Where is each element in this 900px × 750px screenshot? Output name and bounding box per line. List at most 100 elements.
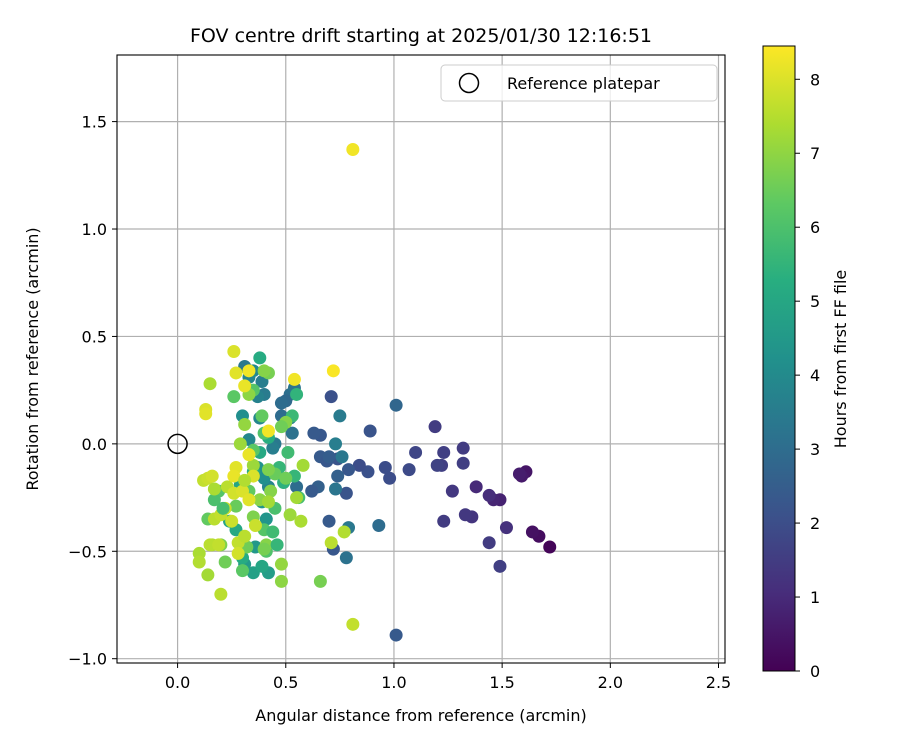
colorbar-tick-label: 0 — [810, 662, 820, 681]
data-point — [339, 486, 353, 500]
data-point — [259, 512, 273, 526]
data-point — [238, 418, 252, 432]
y-tick-label: 1.0 — [82, 220, 107, 239]
data-point — [339, 551, 353, 565]
data-point — [242, 448, 256, 462]
data-point — [324, 536, 338, 550]
plot-area: 0.0 0.5 1.0 1.5 2.0 2.5 −1.0 −0.5 0.0 0.5 1.0 1.5 — [68, 54, 731, 692]
data-point — [207, 482, 221, 496]
data-point — [296, 458, 310, 472]
data-point — [255, 409, 269, 423]
data-point — [283, 508, 297, 522]
colorbar-label: Hours from first FF file — [831, 270, 850, 449]
reference-platepar-marker — [167, 433, 188, 455]
data-point — [499, 521, 513, 535]
data-point — [274, 420, 288, 434]
data-point — [482, 488, 496, 502]
data-point — [333, 409, 347, 423]
data-point — [389, 628, 403, 642]
data-point — [233, 437, 247, 451]
data-point — [227, 390, 241, 404]
data-point — [512, 467, 526, 481]
colorbar-tick-label: 2 — [810, 514, 820, 533]
data-point — [437, 514, 451, 528]
colorbar: 0 1 2 3 4 5 6 7 8 Hours from first FF file — [762, 45, 850, 681]
data-point — [214, 587, 228, 601]
data-point — [205, 469, 219, 483]
data-point — [225, 514, 239, 528]
data-point — [266, 525, 280, 539]
colorbar-tick-label: 1 — [810, 588, 820, 607]
data-point — [493, 559, 507, 573]
x-tick-label: 2.0 — [598, 673, 623, 692]
plot-background — [117, 55, 725, 663]
data-point — [335, 450, 349, 464]
data-point — [329, 437, 343, 451]
data-point — [212, 538, 226, 552]
plot-frame — [116, 54, 726, 664]
y-tick-label: 1.5 — [82, 113, 107, 132]
legend: Reference platepar — [440, 64, 718, 102]
data-point — [331, 469, 345, 483]
data-point — [337, 525, 351, 539]
data-point — [383, 471, 397, 485]
data-point — [305, 484, 319, 498]
data-point — [469, 480, 483, 494]
x-axis-ticks: 0.0 0.5 1.0 1.5 2.0 2.5 — [165, 663, 731, 692]
data-point — [290, 491, 304, 505]
data-point — [329, 482, 343, 496]
data-point — [482, 536, 496, 550]
data-point — [199, 407, 213, 421]
data-point — [261, 495, 275, 509]
y-axis-ticks: −1.0 −0.5 0.0 0.5 1.0 1.5 — [68, 113, 117, 669]
y-tick-label: 0.5 — [82, 327, 107, 346]
data-point — [281, 445, 295, 459]
chart-title: FOV centre drift starting at 2025/01/30 … — [190, 25, 652, 47]
colorbar-bar — [762, 45, 796, 672]
reference-marker-layer — [167, 433, 188, 455]
data-point — [324, 390, 338, 404]
data-point — [285, 426, 299, 440]
data-point — [445, 484, 459, 498]
data-point — [266, 441, 280, 455]
data-point — [248, 519, 262, 533]
colorbar-tick-label: 6 — [810, 218, 820, 237]
data-point — [525, 525, 539, 539]
data-point — [363, 424, 377, 438]
data-point — [279, 471, 293, 485]
data-point — [326, 364, 340, 378]
data-point — [207, 493, 221, 507]
data-point — [458, 508, 472, 522]
data-point — [287, 372, 301, 386]
data-point — [270, 538, 284, 552]
y-axis-label: Rotation from reference (arcmin) — [23, 227, 42, 490]
x-tick-label: 1.0 — [381, 673, 406, 692]
colorbar-tick-label: 4 — [810, 366, 820, 385]
x-tick-label: 0.5 — [273, 673, 298, 692]
data-point — [227, 469, 241, 483]
data-point — [402, 463, 416, 477]
data-point — [238, 379, 252, 393]
colorbar-tick-label: 8 — [810, 70, 820, 89]
scatter-points — [192, 143, 557, 642]
colorbar-ticks: 0 1 2 3 4 5 6 7 8 — [795, 70, 820, 681]
data-point — [346, 143, 360, 157]
x-tick-label: 1.5 — [489, 673, 514, 692]
data-point — [274, 574, 288, 588]
colorbar-tick-label: 5 — [810, 292, 820, 311]
data-point — [346, 617, 360, 631]
data-point — [242, 364, 256, 378]
legend-entry-reference: Reference platepar — [507, 74, 660, 93]
data-point — [203, 377, 217, 391]
data-point — [294, 514, 308, 528]
x-tick-label: 0.0 — [165, 673, 190, 692]
data-point — [428, 420, 442, 434]
y-tick-label: 0.0 — [82, 435, 107, 454]
data-point — [261, 424, 275, 438]
data-point — [238, 473, 252, 487]
data-point — [456, 456, 470, 470]
data-point — [322, 514, 336, 528]
y-tick-label: −0.5 — [68, 542, 107, 561]
data-point — [322, 450, 336, 464]
